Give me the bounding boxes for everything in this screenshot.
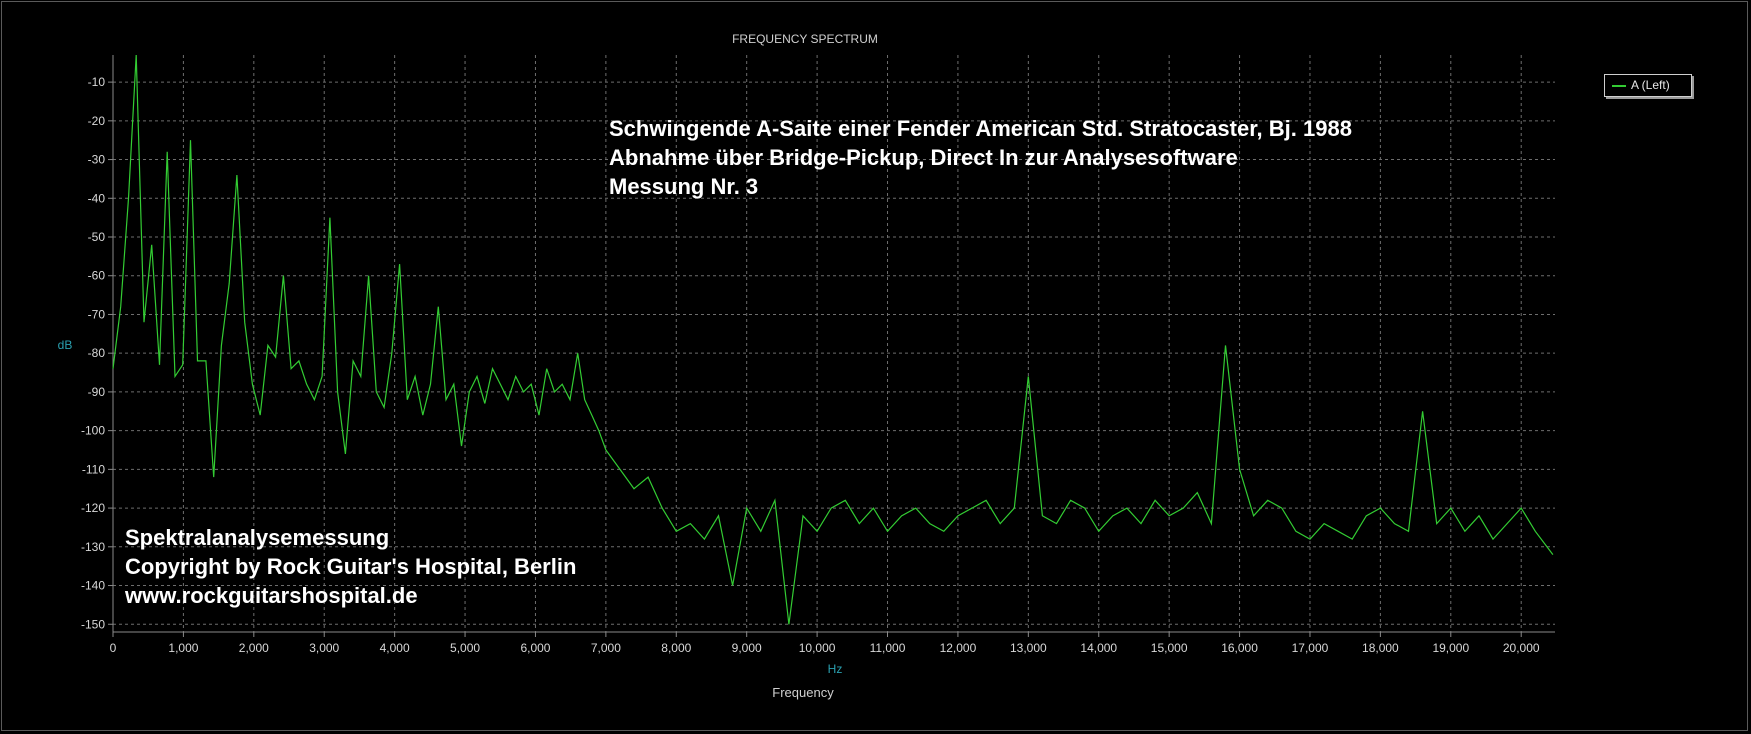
x-tick-label: 7,000 xyxy=(591,641,621,655)
x-tick-label: 3,000 xyxy=(309,641,339,655)
annotation-line: Abnahme über Bridge-Pickup, Direct In zu… xyxy=(609,145,1238,170)
x-tick-label: 17,000 xyxy=(1292,641,1329,655)
y-tick-label: -130 xyxy=(81,540,105,554)
y-tick-label: -150 xyxy=(81,617,105,631)
x-axis-unit: Hz xyxy=(828,662,843,676)
y-tick-label: -80 xyxy=(88,346,106,360)
grid-lines xyxy=(112,55,1555,632)
copyright-line: Spektralanalysemessung xyxy=(125,525,390,550)
x-tick-label: 0 xyxy=(110,641,117,655)
x-tick-label: 11,000 xyxy=(870,641,906,655)
x-tick-label: 20,000 xyxy=(1503,641,1540,655)
copyright-line: www.rockguitarshospital.de xyxy=(125,583,418,608)
x-tick-label: 4,000 xyxy=(380,641,410,655)
x-tick-label: 18,000 xyxy=(1362,641,1399,655)
y-tick-label: -70 xyxy=(88,307,106,321)
x-tick-label: 5,000 xyxy=(450,641,480,655)
x-axis-ticks: 0 1,000 2,000 3,000 4,000 5,000 6,000 7,000 8,00… xyxy=(110,632,1540,655)
y-axis-label: dB xyxy=(58,338,73,352)
x-tick-label: 6,000 xyxy=(520,641,550,655)
series-line-a-left xyxy=(112,54,1554,625)
annotation-line: Messung Nr. 3 xyxy=(609,174,759,199)
y-tick-label: -50 xyxy=(88,230,106,244)
annotation-line: Schwingende A-Saite einer Fender America… xyxy=(609,116,1352,141)
y-tick-label: -20 xyxy=(88,114,106,128)
chart-legend: A (Left) xyxy=(1604,74,1692,97)
copyright-annotation: Spektralanalysemessung Copyright by Rock… xyxy=(125,523,576,610)
chart-title: FREQUENCY SPECTRUM xyxy=(732,32,878,46)
measurement-annotation: Schwingende A-Saite einer Fender America… xyxy=(609,114,1352,201)
y-tick-label: -60 xyxy=(88,269,106,283)
x-tick-label: 16,000 xyxy=(1221,641,1258,655)
y-tick-label: -120 xyxy=(81,501,105,515)
y-tick-label: -90 xyxy=(88,385,106,399)
x-tick-label: 14,000 xyxy=(1080,641,1117,655)
y-axis-ticks: -10 -20 -30 -40 -50 -60 -70 -80 -90 -100 -110 -120 -… xyxy=(81,75,113,631)
x-tick-label: 2,000 xyxy=(239,641,269,655)
x-tick-label: 10,000 xyxy=(799,641,836,655)
x-tick-label: 1,000 xyxy=(168,641,198,655)
x-tick-label: 12,000 xyxy=(940,641,977,655)
x-tick-label: 15,000 xyxy=(1151,641,1188,655)
x-tick-label: 8,000 xyxy=(661,641,691,655)
y-tick-label: -30 xyxy=(88,153,106,167)
x-tick-label: 9,000 xyxy=(732,641,762,655)
legend-swatch xyxy=(1612,85,1626,87)
copyright-line: Copyright by Rock Guitar's Hospital, Ber… xyxy=(125,554,577,579)
y-tick-label: -40 xyxy=(88,191,106,205)
y-tick-label: -10 xyxy=(88,75,106,89)
legend-label: A (Left) xyxy=(1631,78,1670,92)
x-axis-label: Frequency xyxy=(772,685,834,700)
y-tick-label: -140 xyxy=(81,579,105,593)
x-tick-label: 19,000 xyxy=(1432,641,1469,655)
y-tick-label: -100 xyxy=(81,424,105,438)
y-tick-label: -110 xyxy=(82,462,105,476)
x-tick-label: 13,000 xyxy=(1010,641,1047,655)
